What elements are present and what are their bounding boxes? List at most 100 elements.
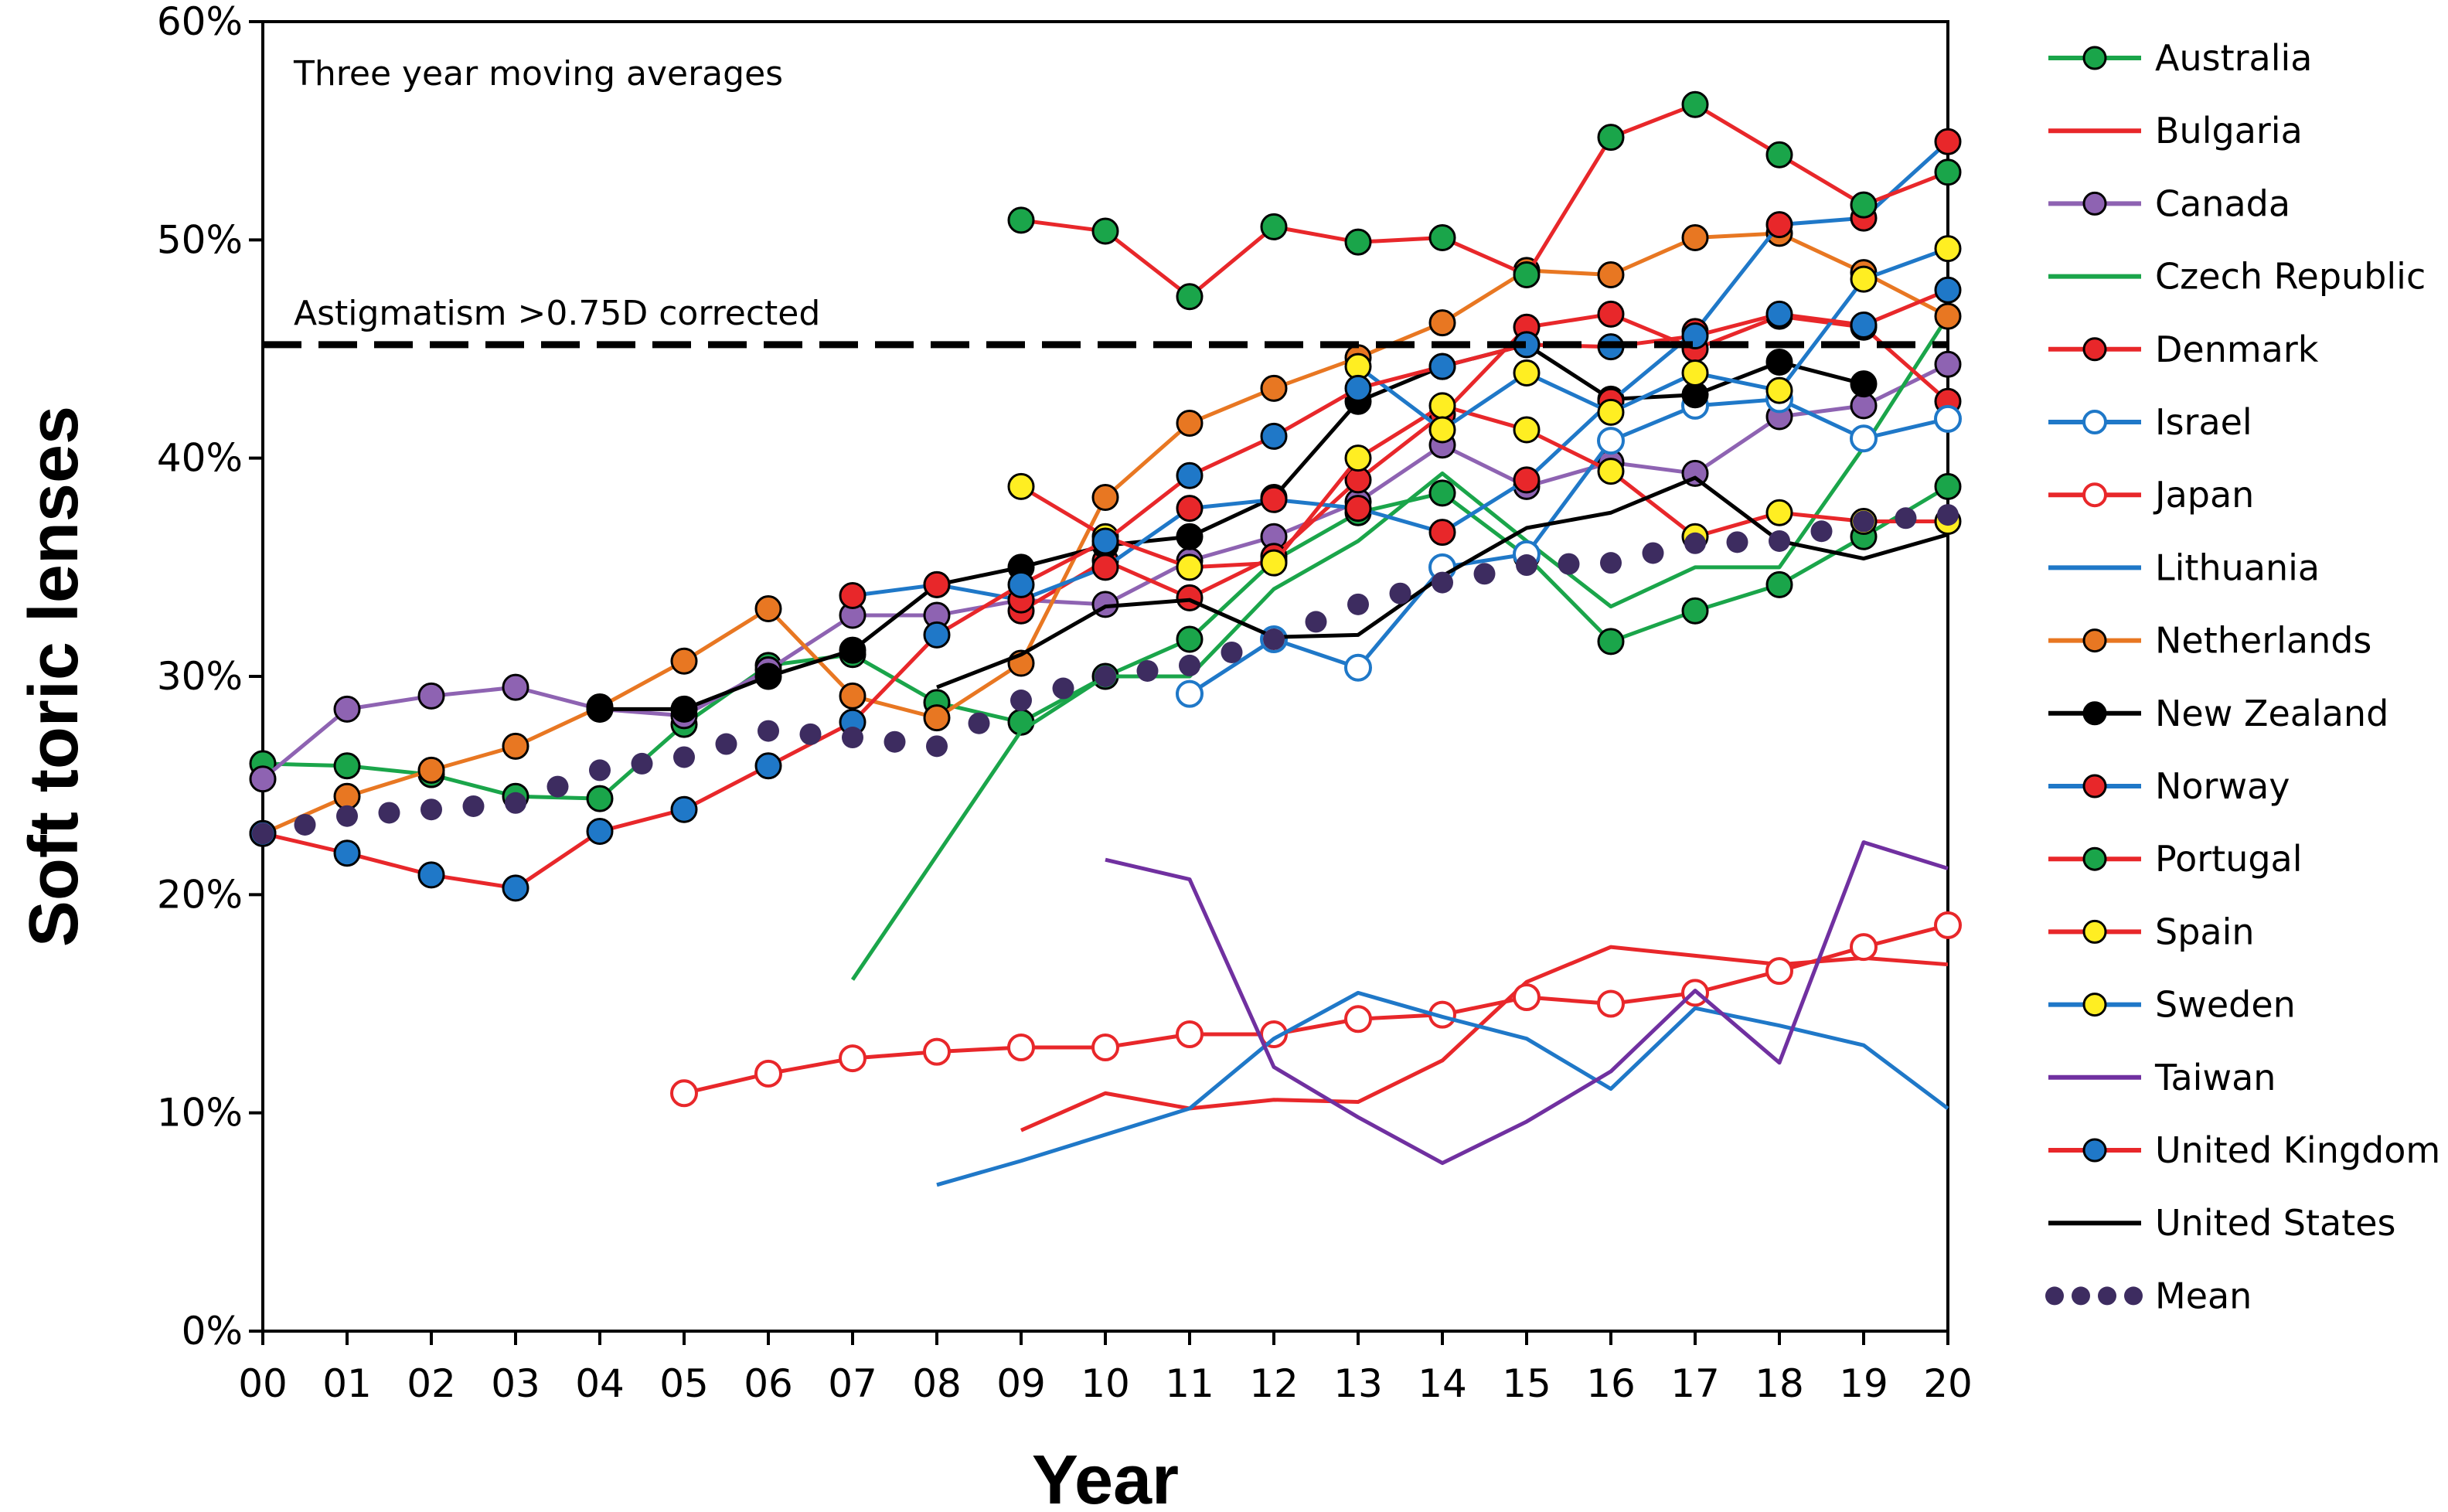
data-point [1176,553,1204,581]
data-point [1597,989,1625,1018]
series-line [600,342,1864,711]
data-point [842,727,863,749]
x-tick-label: 20 [1923,1361,1973,1406]
data-point [1428,479,1456,507]
data-point [1428,416,1456,444]
data-point [1260,1020,1288,1049]
data-point [1344,495,1372,523]
y-tick-label: 50% [157,217,243,262]
mean-dot [968,712,990,734]
data-point [1344,653,1372,682]
data-point [1513,261,1541,289]
data-point [1095,666,1116,687]
data-point [1600,552,1622,574]
legend-item-japan: Japan [2048,474,2254,516]
data-point [1681,90,1709,118]
legend-label: New Zealand [2155,693,2388,734]
chart-annotation: Three year moving averages [293,54,783,94]
data-point [1260,549,1288,577]
mean-dot [1895,507,1917,530]
data-point [1934,235,1962,263]
data-point [670,1079,698,1108]
legend-marker [2082,46,2107,70]
data-point [839,682,867,710]
legend-marker [2082,482,2107,508]
mean-dot [1810,520,1833,543]
data-point [839,1044,867,1073]
data-point [673,746,695,768]
data-point [1513,416,1541,444]
data-point [1597,261,1625,289]
data-point [1765,141,1793,169]
mean-dot [1136,659,1159,682]
data-point [420,799,442,821]
legend-label: Netherlands [2155,620,2371,662]
data-point [670,647,698,675]
legend-item-israel: Israel [2048,401,2252,443]
legend-label: Spain [2155,911,2255,952]
data-point [1007,1033,1035,1061]
data-point [586,817,614,845]
legend-item-united-states: United States [2048,1202,2396,1244]
legend-item-denmark: Denmark [2048,329,2319,370]
data-point [1765,300,1793,328]
legend-label: Taiwan [2154,1057,2276,1098]
mean-dot [294,813,316,836]
data-point [1176,584,1204,611]
series-sweden [1344,235,1962,444]
legend-marker [2082,337,2107,362]
series-line [1020,312,1949,613]
series-japan [670,911,1962,1108]
data-point [1176,409,1204,437]
data-point [1176,679,1204,708]
series-line [1020,404,1948,570]
data-point [1850,424,1878,453]
legend-marker [2082,846,2107,871]
data-point [1934,472,1962,500]
legend-item-czech-republic: Czech Republic [2048,256,2426,298]
data-point [1597,124,1625,152]
legend-item-norway: Norway [2048,765,2290,807]
x-tick-label: 11 [1165,1361,1214,1406]
data-point [926,735,948,758]
mean-dot [1726,531,1748,553]
data-point [333,695,361,723]
legend-marker [2082,1138,2107,1163]
series-line [852,140,1949,602]
x-tick-label: 12 [1249,1361,1299,1406]
series-mean [252,504,1959,845]
mean-dot [1558,553,1580,575]
y-axis: 0% 10% 20% 30% 40% 50% 60% [157,0,263,1354]
data-point [1428,392,1456,420]
data-point [923,570,951,598]
data-point [1176,495,1204,523]
data-point [336,805,358,827]
data-point [1681,597,1709,625]
data-point [1597,300,1625,328]
y-tick-label: 60% [157,0,243,44]
data-point [502,673,529,701]
legend-swatch [2072,1286,2090,1306]
data-point [333,839,361,867]
mean-dot [462,795,485,817]
x-tick-label: 07 [828,1361,877,1406]
data-point [1934,350,1962,378]
data-point [333,752,361,780]
y-tick-label: 30% [157,654,243,699]
legend-swatch [2098,1286,2116,1306]
data-point [1091,1033,1119,1061]
legend-marker [2082,410,2107,434]
data-point [1513,466,1541,494]
data-point [923,621,951,649]
data-point [1007,570,1035,598]
data-point [1513,359,1541,387]
legend-item-mean: Mean [2045,1275,2252,1316]
legend-label: Denmark [2155,329,2319,370]
legend-label: Australia [2155,37,2312,79]
data-point [1765,376,1793,404]
y-tick-label: 10% [157,1091,243,1136]
data-point [839,636,867,664]
data-point [1091,553,1119,581]
data-point [1428,309,1456,337]
